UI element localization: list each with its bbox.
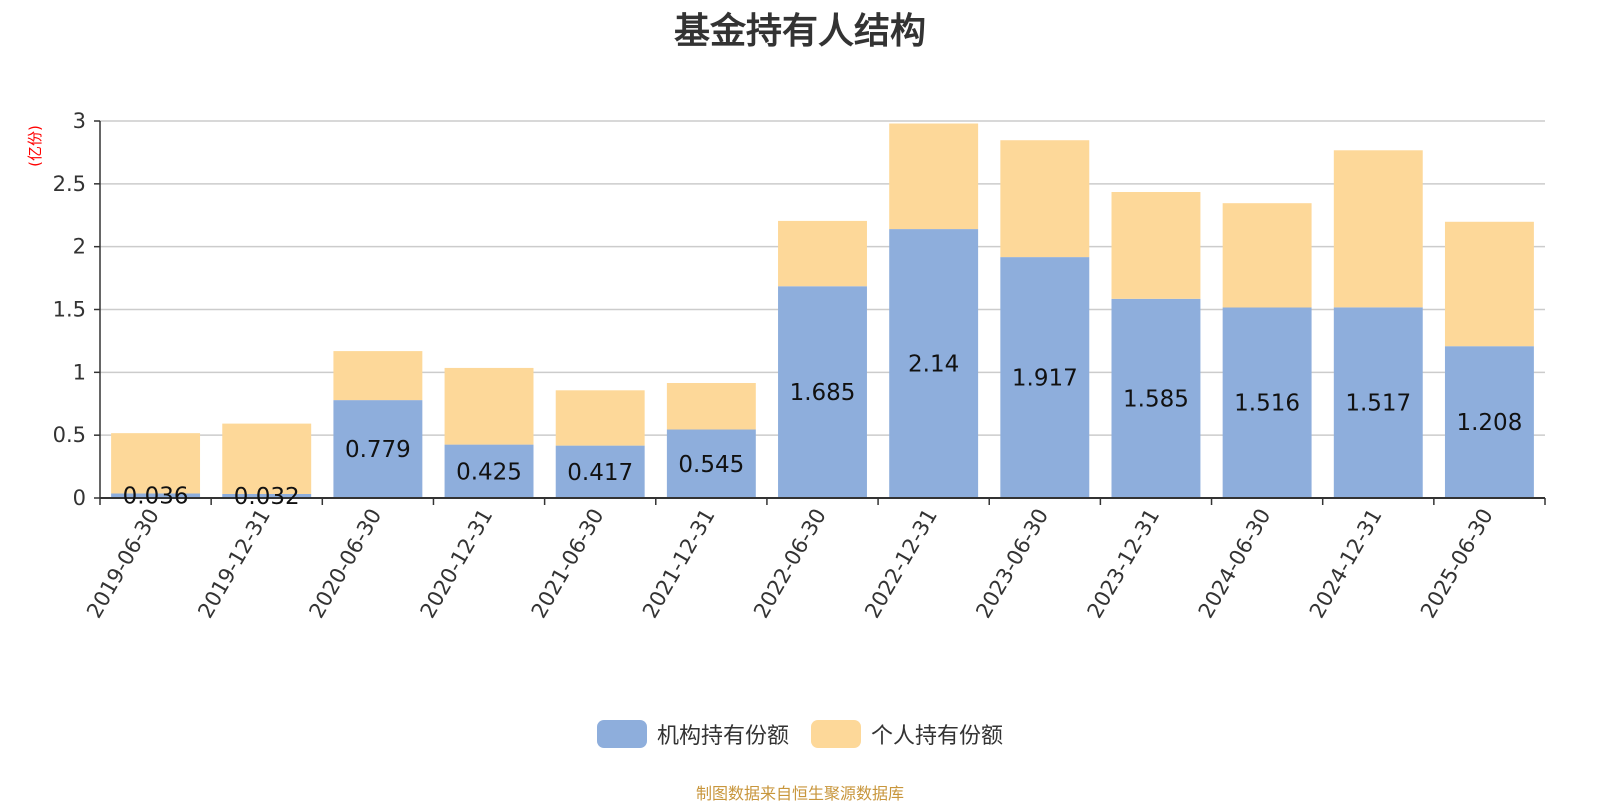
bar-value-label: 0.417: [567, 460, 633, 486]
bar-individual: [444, 367, 534, 445]
y-tick-label: 1: [73, 360, 86, 384]
data-labels: 0.036 0.032 0.779 0.425 0.417 0.545 1.685 2.14 1…: [123, 352, 1523, 510]
bar-value-label: 0.545: [678, 452, 744, 478]
x-tick-label: 2022-06-30: [749, 505, 831, 623]
bar-individual: [555, 390, 645, 446]
bar-individual: [222, 423, 312, 494]
bar-individual: [889, 123, 979, 230]
y-tick-label: 0.5: [53, 423, 86, 447]
bar-individual: [666, 383, 756, 430]
bar-institution: [444, 444, 534, 498]
bar-value-label: 1.208: [1456, 410, 1522, 436]
bar-value-label: 0.425: [456, 459, 522, 485]
bar-individual: [333, 351, 423, 401]
x-tick-label: 2024-06-30: [1194, 505, 1276, 623]
y-tick-label: 2.5: [53, 172, 86, 196]
bar-value-label: 1.585: [1123, 386, 1189, 412]
x-tick-label: 2020-12-31: [416, 505, 498, 623]
bar-value-label: 0.779: [345, 437, 411, 463]
bar-value-label: 0.032: [234, 484, 300, 510]
bar-value-label: 2.14: [908, 352, 959, 378]
bar-individual: [1222, 203, 1312, 308]
bar-institution: [1000, 257, 1090, 498]
x-tick-label: 2020-06-30: [304, 505, 386, 623]
bar-institution: [1333, 307, 1423, 498]
x-tick-label: 2019-06-30: [82, 505, 164, 623]
chart-title: 基金持有人结构: [673, 11, 926, 52]
y-tick-label: 2: [73, 235, 86, 259]
bar-individual: [1111, 192, 1201, 299]
legend-swatch-individual: [811, 720, 861, 748]
legend-label-institution: 机构持有份额: [656, 724, 789, 749]
bar-institution: [778, 286, 867, 498]
x-tick-label: 2024-12-31: [1305, 505, 1387, 623]
bar-value-label: 1.517: [1345, 391, 1411, 417]
legend-item-institution[interactable]: 机构持有份额: [596, 718, 789, 750]
bars: [111, 123, 1534, 498]
bar-institution: [1444, 346, 1534, 498]
bar-institution: [222, 493, 312, 498]
x-tick-label: 2021-12-31: [638, 505, 720, 623]
bar-individual: [111, 433, 201, 494]
source-note: 制图数据来自恒生聚源数据库: [695, 784, 904, 803]
bar-institution: [333, 400, 423, 498]
bar-individual: [1000, 140, 1090, 258]
bar-value-label: 1.516: [1234, 391, 1300, 417]
bar-institution: [1222, 307, 1312, 498]
bar-institution: [666, 429, 756, 498]
bar-institution: [1111, 298, 1201, 498]
bar-individual: [1333, 150, 1423, 308]
y-tick-label: 1.5: [53, 298, 86, 322]
legend-label-individual: 个人持有份额: [871, 724, 1004, 749]
bar-institution: [555, 445, 645, 498]
y-tick-label: 3: [73, 109, 86, 133]
y-tick-label: 0: [73, 486, 86, 510]
y-axis-unit: (亿份): [26, 125, 44, 167]
x-tick-label: 2025-06-30: [1416, 505, 1498, 623]
bar-value-label: 0.036: [123, 484, 189, 510]
bar-value-label: 1.685: [790, 380, 856, 406]
x-tick-label: 2023-06-30: [971, 505, 1053, 623]
bar-individual: [1444, 221, 1534, 347]
x-tick-label: 2021-06-30: [527, 505, 609, 623]
x-tick-label: 2022-12-31: [860, 505, 942, 623]
bar-institution: [111, 493, 201, 498]
legend-swatch-institution: [596, 720, 647, 748]
bar-individual: [778, 220, 867, 287]
x-tick-label: 2019-12-31: [193, 505, 275, 623]
bar-institution: [889, 229, 979, 498]
x-tick-label: 2023-12-31: [1082, 505, 1164, 623]
bar-value-label: 1.917: [1012, 366, 1078, 392]
legend: 机构持有份额 个人持有份额: [0, 718, 1600, 750]
legend-item-individual[interactable]: 个人持有份额: [811, 718, 1003, 750]
